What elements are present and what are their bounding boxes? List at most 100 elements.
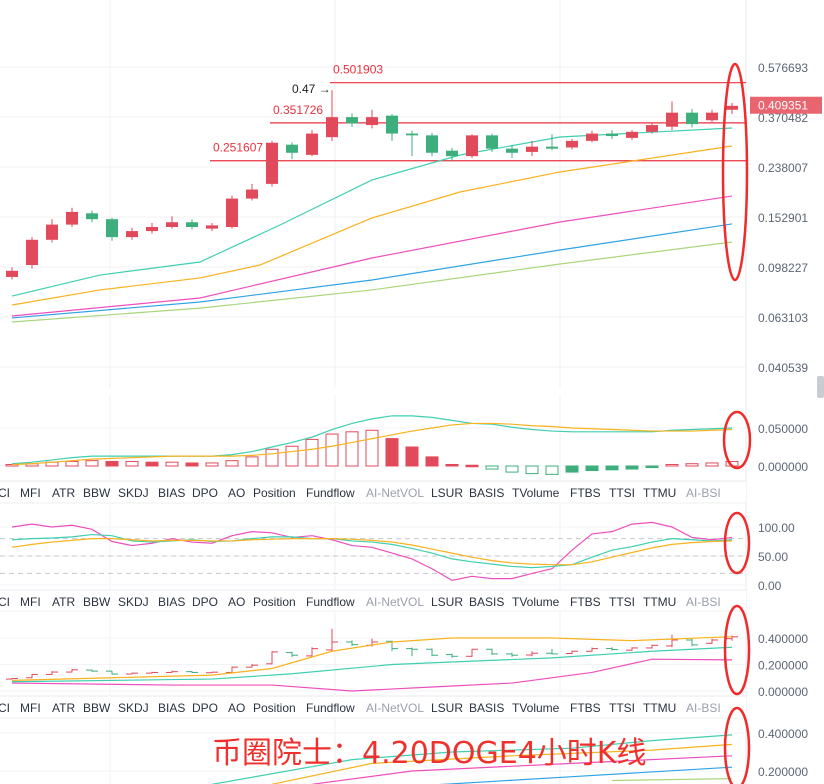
tab-bbw[interactable]: BBW bbox=[83, 595, 111, 609]
tab-ci[interactable]: CI bbox=[0, 595, 10, 609]
histogram-bar bbox=[585, 465, 599, 472]
tab-ftbs[interactable]: FTBS bbox=[570, 486, 601, 500]
tab-ci[interactable]: CI bbox=[0, 701, 10, 715]
price-axis: 0.576693 0.370482 0.238007 0.152901 0.098227… bbox=[0, 61, 808, 375]
tab-ttsi[interactable]: TTSI bbox=[609, 595, 635, 609]
tab-bias[interactable]: BIAS bbox=[158, 701, 185, 715]
tab-bias[interactable]: BIAS bbox=[158, 595, 185, 609]
histogram-bar bbox=[65, 460, 79, 467]
axis-label: 0.000000 bbox=[758, 685, 808, 699]
tab-basis[interactable]: BASIS bbox=[469, 486, 504, 500]
tab-atr[interactable]: ATR bbox=[52, 595, 75, 609]
tab-ttmu[interactable]: TTMU bbox=[643, 486, 676, 500]
annotation-ellipse bbox=[721, 62, 749, 282]
axis-label: 0.000000 bbox=[758, 460, 808, 474]
candle-body bbox=[226, 198, 238, 227]
annotations bbox=[721, 62, 752, 784]
candle-body bbox=[266, 142, 278, 184]
tab-basis[interactable]: BASIS bbox=[469, 701, 504, 715]
annotation-ellipse bbox=[723, 706, 751, 784]
candle-body bbox=[306, 133, 318, 155]
tab-basis[interactable]: BASIS bbox=[469, 595, 504, 609]
histogram-bar bbox=[505, 465, 519, 473]
tab-ttmu[interactable]: TTMU bbox=[643, 701, 676, 715]
tab-row-bg bbox=[0, 481, 746, 503]
histogram-bar bbox=[445, 463, 459, 467]
tab-ai-bsi[interactable]: AI-BSI bbox=[686, 486, 721, 500]
tab-bbw[interactable]: BBW bbox=[83, 486, 111, 500]
price-axis-label: 0.370482 bbox=[758, 111, 808, 125]
axis-label: 0.050000 bbox=[758, 422, 808, 436]
tab-fundflow[interactable]: Fundflow bbox=[306, 701, 355, 715]
tab-ftbs[interactable]: FTBS bbox=[570, 595, 601, 609]
tab-mfi[interactable]: MFI bbox=[20, 701, 41, 715]
tab-tvolume[interactable]: TVolume bbox=[512, 595, 560, 609]
tab-ai-netvol[interactable]: AI-NetVOL bbox=[366, 486, 424, 500]
tab-skdj[interactable]: SKDJ bbox=[118, 486, 149, 500]
candle-body bbox=[86, 213, 98, 220]
candle-body bbox=[186, 222, 198, 227]
candle-body bbox=[586, 133, 598, 141]
histogram-bar bbox=[665, 463, 679, 467]
scrollbar-handle[interactable] bbox=[817, 376, 824, 398]
ma-line-lightgreen bbox=[11, 241, 733, 323]
candle-body bbox=[686, 112, 698, 125]
axis-label: 100.00 bbox=[758, 521, 795, 535]
tab-dpo[interactable]: DPO bbox=[192, 486, 218, 500]
tab-ai-netvol[interactable]: AI-NetVOL bbox=[366, 595, 424, 609]
tab-bbw[interactable]: BBW bbox=[83, 701, 111, 715]
macd-panel: 0.050000 0.000000 bbox=[0, 415, 808, 475]
tab-ai-bsi[interactable]: AI-BSI bbox=[686, 595, 721, 609]
tab-ttsi[interactable]: TTSI bbox=[609, 701, 635, 715]
kdj-line-orange bbox=[11, 537, 733, 566]
tab-atr[interactable]: ATR bbox=[52, 486, 75, 500]
candle-body bbox=[346, 117, 358, 124]
boll-line-teal bbox=[11, 646, 733, 683]
ma-line-pink bbox=[11, 195, 733, 317]
tab-atr[interactable]: ATR bbox=[52, 701, 75, 715]
tab-ai-bsi[interactable]: AI-BSI bbox=[686, 701, 721, 715]
candle-body bbox=[366, 117, 378, 126]
tab-lsur[interactable]: LSUR bbox=[431, 486, 463, 500]
tab-mfi[interactable]: MFI bbox=[20, 595, 41, 609]
tab-tvolume[interactable]: TVolume bbox=[512, 486, 560, 500]
tab-skdj[interactable]: SKDJ bbox=[118, 595, 149, 609]
tab-ftbs[interactable]: FTBS bbox=[570, 701, 601, 715]
annotation-ellipse bbox=[722, 410, 752, 470]
tab-dpo[interactable]: DPO bbox=[192, 595, 218, 609]
axis-label: 0.200000 bbox=[758, 659, 808, 673]
tab-position[interactable]: Position bbox=[253, 595, 296, 609]
tab-position[interactable]: Position bbox=[253, 701, 296, 715]
candle-body bbox=[106, 219, 118, 238]
histogram-bar bbox=[305, 438, 319, 467]
current-price-value: 0.409351 bbox=[758, 99, 808, 113]
tab-mfi[interactable]: MFI bbox=[20, 486, 41, 500]
histogram-bar bbox=[405, 446, 419, 467]
ma2-line-orange bbox=[271, 743, 733, 784]
histogram-bar bbox=[165, 461, 179, 467]
tab-ttsi[interactable]: TTSI bbox=[609, 486, 635, 500]
candle-body bbox=[526, 146, 538, 152]
ma-line-teal bbox=[11, 127, 733, 297]
tab-dpo[interactable]: DPO bbox=[192, 701, 218, 715]
tab-tvolume[interactable]: TVolume bbox=[512, 701, 560, 715]
tab-fundflow[interactable]: Fundflow bbox=[306, 595, 355, 609]
tab-ci[interactable]: CI bbox=[0, 486, 10, 500]
ma2-line-lightgreen bbox=[611, 778, 733, 782]
tab-ao[interactable]: AO bbox=[228, 595, 245, 609]
tab-ao[interactable]: AO bbox=[228, 701, 245, 715]
tab-bias[interactable]: BIAS bbox=[158, 486, 185, 500]
candle-body bbox=[26, 239, 38, 266]
tab-fundflow[interactable]: Fundflow bbox=[306, 486, 355, 500]
tab-lsur[interactable]: LSUR bbox=[431, 701, 463, 715]
tab-position[interactable]: Position bbox=[253, 486, 296, 500]
tab-lsur[interactable]: LSUR bbox=[431, 595, 463, 609]
candle-body bbox=[426, 135, 438, 153]
histogram-bar bbox=[625, 465, 639, 470]
histogram-bar bbox=[385, 438, 399, 467]
tab-skdj[interactable]: SKDJ bbox=[118, 701, 149, 715]
tab-ttmu[interactable]: TTMU bbox=[643, 595, 676, 609]
tab-ao[interactable]: AO bbox=[228, 486, 245, 500]
tab-ai-netvol[interactable]: AI-NetVOL bbox=[366, 701, 424, 715]
